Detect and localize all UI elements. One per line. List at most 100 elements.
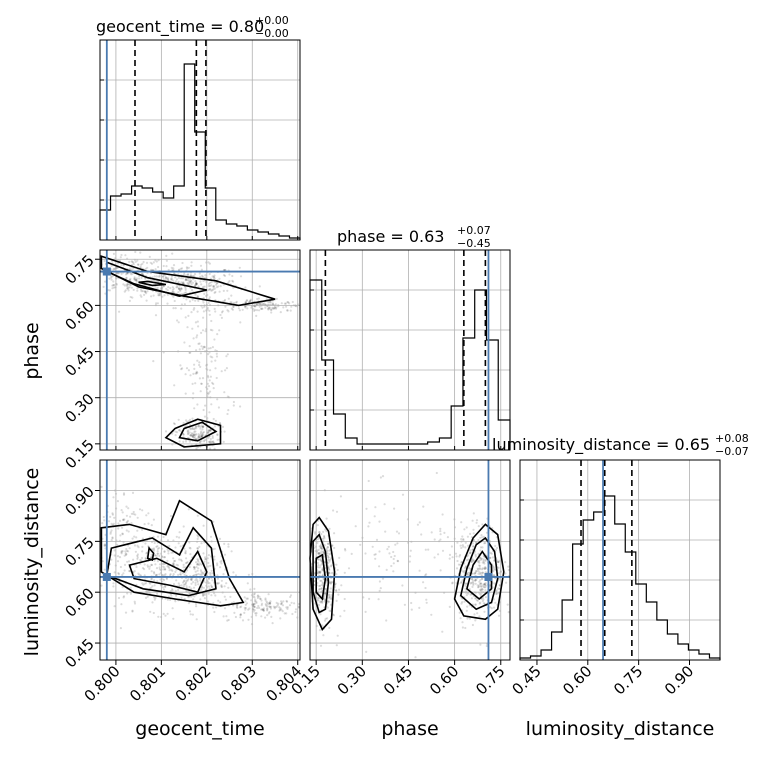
sample-point xyxy=(259,597,262,600)
sample-point xyxy=(167,552,170,555)
sample-point xyxy=(182,421,185,425)
sample-point xyxy=(215,352,218,355)
sample-point xyxy=(318,553,321,556)
sample-point xyxy=(276,604,279,607)
sample-point xyxy=(267,603,270,606)
sample-point xyxy=(451,556,454,559)
sample-point xyxy=(268,602,271,606)
sample-point xyxy=(171,286,174,289)
sample-point xyxy=(109,532,112,535)
sample-point xyxy=(210,440,213,443)
sample-point xyxy=(153,572,156,575)
sample-point xyxy=(122,518,125,522)
sample-point xyxy=(170,594,173,597)
sample-point xyxy=(289,309,292,312)
sample-point xyxy=(207,429,210,432)
sample-point xyxy=(200,268,203,271)
sample-point xyxy=(200,573,203,577)
sample-point xyxy=(383,503,386,506)
sample-point xyxy=(180,287,183,290)
sample-point xyxy=(197,299,200,302)
sample-point xyxy=(174,600,177,603)
sample-point xyxy=(166,277,169,280)
sample-point xyxy=(190,264,193,267)
sample-point xyxy=(328,572,331,575)
sample-point xyxy=(484,567,487,570)
sample-point xyxy=(462,545,465,548)
ytick-label-phase-0: 0.15 xyxy=(61,436,97,472)
sample-point xyxy=(147,512,150,515)
sample-point xyxy=(211,356,214,359)
sample-point xyxy=(176,431,179,434)
sample-point xyxy=(463,569,466,572)
sample-point xyxy=(182,433,185,436)
sample-point xyxy=(213,338,216,341)
sample-point xyxy=(365,650,368,654)
sample-point xyxy=(177,418,180,421)
sample-point xyxy=(150,563,153,567)
sample-point xyxy=(113,549,116,552)
sample-point xyxy=(168,569,171,572)
sample-point xyxy=(480,557,483,560)
sample-point xyxy=(199,431,202,434)
sample-point xyxy=(121,526,124,529)
sample-point xyxy=(226,395,229,398)
sample-point xyxy=(219,601,222,604)
sample-point xyxy=(260,615,263,618)
sample-point xyxy=(468,617,471,620)
sample-point xyxy=(270,615,273,619)
sample-point xyxy=(209,281,212,284)
sample-point xyxy=(206,580,209,583)
sample-point xyxy=(288,302,291,305)
sample-point xyxy=(256,309,259,312)
sample-point xyxy=(200,435,203,438)
sample-point xyxy=(191,427,194,431)
sample-point xyxy=(471,585,474,589)
sample-point xyxy=(460,561,463,564)
sample-point xyxy=(162,612,165,616)
sample-point xyxy=(469,532,472,536)
sample-point xyxy=(207,431,210,434)
sample-point xyxy=(191,434,194,437)
sample-point xyxy=(481,571,484,574)
sample-point xyxy=(324,592,327,596)
sample-point xyxy=(196,537,199,541)
sample-point xyxy=(189,547,192,550)
sample-point xyxy=(184,551,187,554)
sample-point xyxy=(166,559,169,562)
sample-point xyxy=(190,587,193,590)
sample-point xyxy=(139,558,142,562)
sample-point xyxy=(223,430,226,433)
sample-point xyxy=(274,606,277,609)
sample-point xyxy=(321,537,324,541)
sample-point xyxy=(207,437,210,440)
sample-point xyxy=(189,434,192,437)
sample-point xyxy=(211,548,215,551)
sample-point xyxy=(112,522,115,525)
sample-point xyxy=(425,573,428,576)
sample-point xyxy=(318,552,321,555)
sample-point xyxy=(166,302,169,305)
sample-point xyxy=(150,268,153,271)
sample-point xyxy=(162,568,165,571)
sample-point xyxy=(495,592,498,596)
sample-point xyxy=(195,282,198,285)
sample-point xyxy=(211,436,214,439)
sample-point xyxy=(127,286,130,289)
sample-point xyxy=(484,559,487,563)
sample-point xyxy=(198,348,201,351)
sample-point xyxy=(202,440,206,443)
sample-point xyxy=(200,588,203,591)
sample-point xyxy=(209,571,212,575)
xlabel-geocent-time: geocent_time xyxy=(135,718,264,740)
sample-point xyxy=(280,603,283,606)
histogram-luminosity_distance xyxy=(519,495,721,660)
sample-point xyxy=(202,524,205,527)
sample-point xyxy=(201,347,204,350)
sample-point xyxy=(285,305,288,308)
sample-point xyxy=(328,568,331,571)
sample-point xyxy=(178,287,181,290)
sample-point xyxy=(202,279,205,282)
sample-point xyxy=(239,616,242,619)
sample-point xyxy=(328,571,331,574)
